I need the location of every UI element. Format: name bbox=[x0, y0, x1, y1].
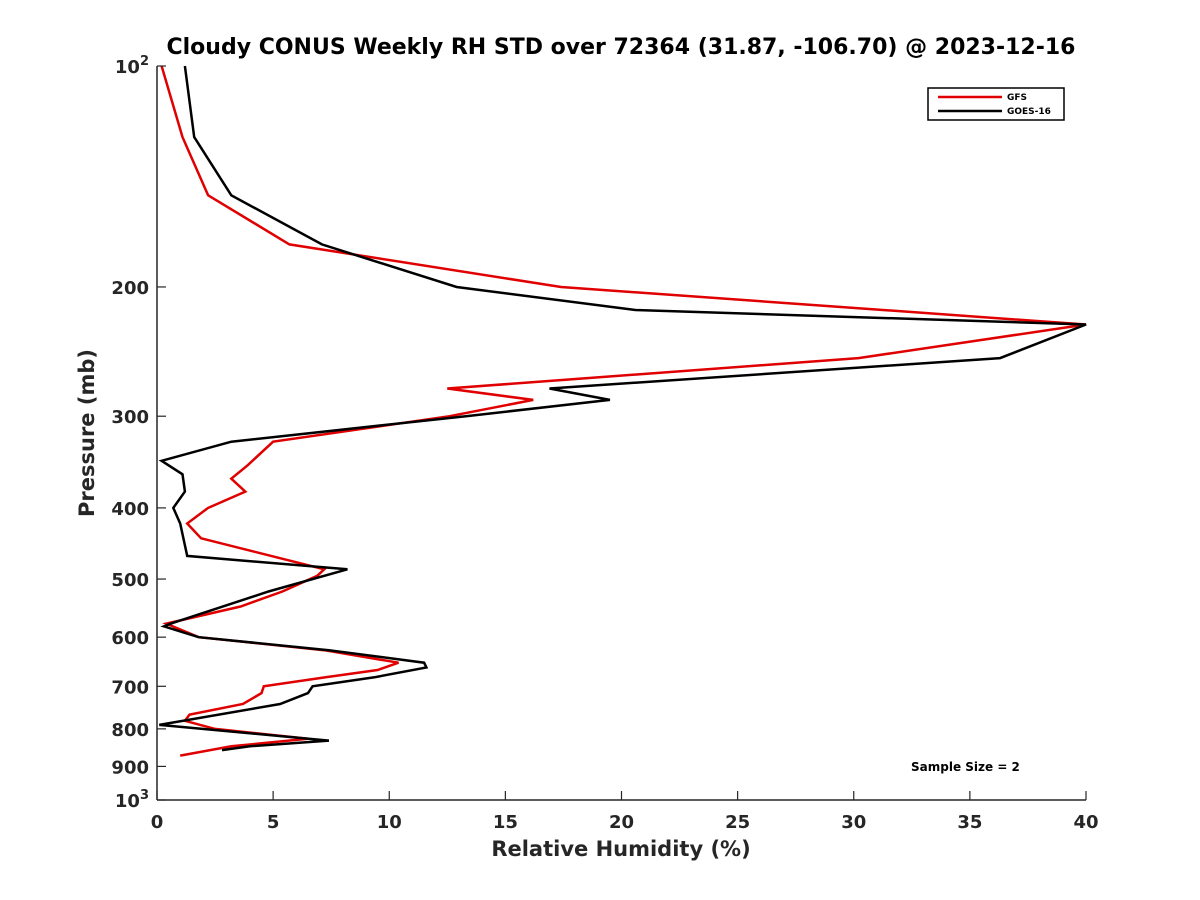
y-tick-label: 600 bbox=[111, 628, 149, 649]
series-line-gfs bbox=[160, 65, 1087, 757]
y-tick-label: 300 bbox=[111, 407, 149, 428]
legend: GFS GOES-16 bbox=[927, 87, 1065, 121]
sample-size-annotation: Sample Size = 2 bbox=[911, 760, 1020, 774]
y-tick-label: 800 bbox=[111, 720, 149, 741]
x-tick-label: 10 bbox=[377, 812, 402, 833]
x-tick-label: 0 bbox=[151, 812, 164, 833]
y-tick-label: 200 bbox=[111, 278, 149, 299]
series-line-goes16 bbox=[158, 65, 1087, 752]
y-tick-label: 500 bbox=[111, 570, 149, 591]
chart-title: Cloudy CONUS Weekly RH STD over 72364 (3… bbox=[167, 35, 1076, 60]
legend-label-gfs: GFS bbox=[1007, 93, 1027, 103]
axes-layer: 0 5 10 15 20 25 30 35 40 102 200 300 400 500 600 700 800… bbox=[111, 54, 1098, 833]
y-tick-label: 400 bbox=[111, 499, 149, 520]
x-tick-label: 5 bbox=[267, 812, 280, 833]
y-tick-label: 102 bbox=[115, 54, 149, 78]
legend-box bbox=[927, 87, 1065, 121]
x-tick-label: 30 bbox=[841, 812, 866, 833]
y-tick-label: 700 bbox=[111, 677, 149, 698]
x-axis-label: Relative Humidity (%) bbox=[491, 837, 750, 861]
series-layer bbox=[158, 65, 1087, 757]
y-tick-label: 900 bbox=[111, 757, 149, 778]
x-tick-label: 35 bbox=[957, 812, 982, 833]
x-tick-label: 25 bbox=[725, 812, 750, 833]
x-tick-label: 15 bbox=[493, 812, 518, 833]
x-tick-label: 20 bbox=[609, 812, 634, 833]
x-tick-label: 40 bbox=[1073, 812, 1098, 833]
y-axis-label: Pressure (mb) bbox=[75, 349, 99, 517]
legend-label-goes16: GOES-16 bbox=[1007, 107, 1051, 117]
